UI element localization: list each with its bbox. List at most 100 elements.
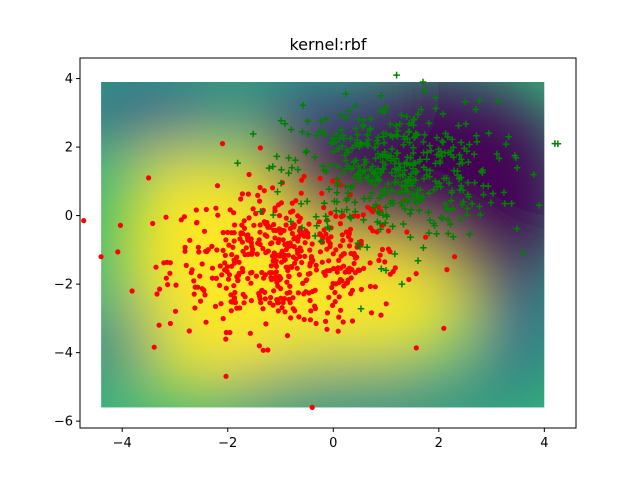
red-point [223, 285, 229, 291]
red-point [319, 259, 325, 265]
red-point [268, 294, 274, 301]
green-point [435, 179, 443, 187]
green-point [420, 244, 427, 251]
green-point [420, 175, 428, 182]
green-point [348, 144, 356, 152]
red-point [291, 244, 297, 250]
green-point [342, 182, 350, 190]
green-point [364, 142, 372, 150]
red-point [300, 280, 306, 286]
green-point [513, 225, 521, 232]
red-point [172, 308, 179, 314]
green-point [395, 159, 403, 167]
green-point [278, 166, 285, 173]
green-point [344, 189, 352, 197]
red-point [248, 240, 254, 246]
red-point [377, 252, 383, 258]
red-point [356, 267, 363, 273]
red-point [367, 260, 373, 266]
green-point [398, 112, 405, 119]
green-point [466, 141, 473, 148]
red-point [303, 277, 309, 284]
red-point [309, 241, 315, 247]
green-point [476, 211, 484, 219]
red-point [298, 190, 304, 196]
green-point [386, 120, 394, 128]
green-point [400, 220, 407, 228]
red-point [231, 296, 237, 302]
y-tick-label: 0 [65, 209, 73, 224]
red-point [248, 270, 254, 276]
green-point [405, 128, 413, 135]
green-point [372, 201, 380, 208]
red-point [173, 282, 179, 288]
red-point [374, 229, 380, 235]
green-point [317, 118, 325, 125]
green-point [416, 206, 423, 214]
green-point [450, 233, 457, 241]
red-point [278, 230, 284, 236]
green-point [398, 199, 405, 207]
green-point [352, 125, 359, 132]
y-axis: −6 −4 −2 0 2 4 [54, 72, 80, 430]
red-point [271, 227, 277, 233]
red-point [259, 287, 265, 293]
heatmap-fill [101, 81, 545, 408]
green-point [288, 164, 296, 171]
red-point [348, 275, 354, 281]
green-point [466, 230, 473, 238]
red-point [186, 328, 192, 334]
red-point [199, 261, 205, 267]
green-point [342, 157, 349, 164]
green-point [450, 144, 457, 151]
red-point [279, 248, 285, 254]
red-point [151, 344, 157, 350]
green-point [323, 217, 331, 225]
green-point [380, 139, 388, 147]
red-point [296, 228, 303, 234]
red-point [202, 292, 208, 298]
red-point [335, 328, 341, 334]
x-axis: −4 −2 0 2 4 [113, 428, 548, 451]
red-point [299, 259, 305, 266]
green-point [403, 113, 411, 120]
red-point [406, 276, 412, 283]
green-point [417, 197, 424, 205]
red-point [248, 280, 254, 286]
green-point [337, 126, 345, 133]
green-point [444, 133, 452, 141]
green-point [319, 162, 327, 170]
red-point [198, 298, 204, 304]
green-point [472, 106, 479, 113]
red-point [194, 219, 200, 226]
red-point [280, 237, 286, 243]
green-point [414, 186, 421, 194]
red-point [340, 237, 346, 244]
green-point [495, 155, 503, 162]
red-point [286, 296, 292, 303]
green-point [414, 257, 422, 264]
red-point [209, 265, 216, 271]
red-point [348, 237, 354, 243]
green-point [281, 120, 289, 127]
green-point [409, 165, 417, 172]
red-point [223, 237, 229, 243]
green-point [447, 221, 454, 228]
green-point [464, 191, 472, 198]
red-point [441, 325, 447, 331]
red-point [226, 242, 232, 248]
green-point [372, 182, 379, 189]
green-point [457, 182, 465, 190]
red-point [265, 347, 271, 353]
red-point [404, 229, 410, 235]
heatmap-region-blue [226, 81, 387, 118]
red-point [209, 243, 215, 249]
red-point [241, 300, 247, 306]
red-point [247, 330, 253, 336]
red-point [146, 175, 152, 181]
red-point [224, 268, 230, 275]
red-point [390, 268, 396, 275]
y-tick-label: 4 [65, 72, 73, 87]
green-point [551, 140, 559, 147]
red-point [231, 257, 237, 263]
